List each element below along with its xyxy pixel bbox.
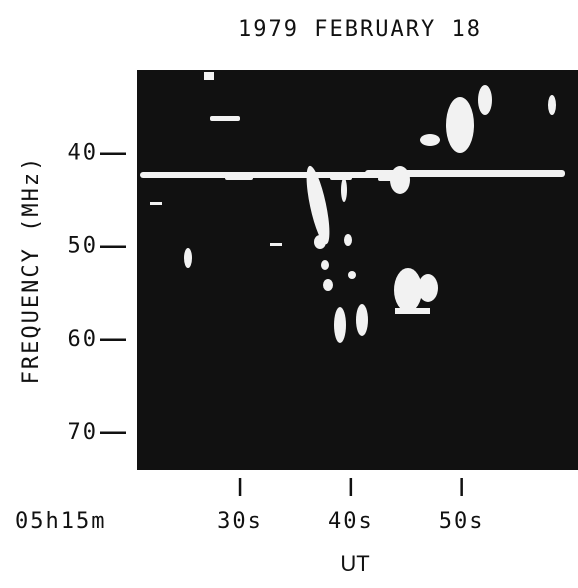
x-tick-label: 50s [439, 509, 485, 534]
y-tick-label: 70 [68, 420, 99, 445]
y-tick-label: 60 [68, 327, 99, 352]
y-axis-label: FREQUENCY (MHz) [19, 156, 44, 385]
x-axis-label: UT [340, 551, 369, 576]
x-origin-label: 05h15m [15, 509, 106, 534]
x-tick-label: 40s [328, 509, 374, 534]
spectrogram-image [137, 70, 578, 470]
bursts [140, 72, 565, 343]
chart-title: 1979 FEBRUARY 18 [238, 17, 482, 42]
y-tick-label: 50 [68, 234, 99, 259]
y-tick-label: 40 [68, 141, 99, 166]
x-tick-label: 30s [217, 509, 263, 534]
